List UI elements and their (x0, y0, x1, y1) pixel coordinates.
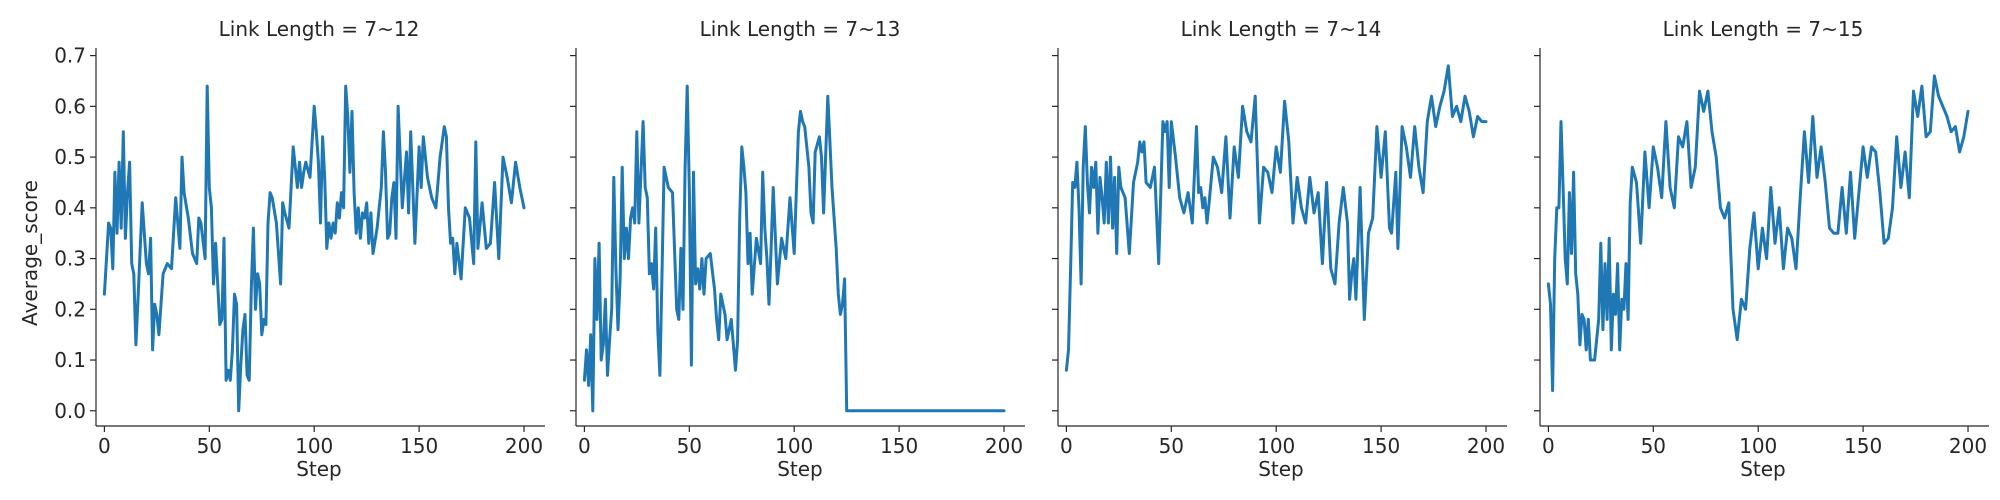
panel-4-x-tick-label: 100 (1739, 434, 1777, 458)
panel-1-x-tick-label: 100 (295, 434, 333, 458)
panel-1-x-tick-label: 50 (197, 434, 222, 458)
panel-2-x-tick-label: 50 (677, 434, 702, 458)
panel-1-y-tick-label: 0.7 (54, 44, 86, 68)
panel-4-xlabel: Step (1740, 457, 1786, 481)
panel-3-x-tick-label: 50 (1159, 434, 1184, 458)
panel-4: Link Length = 7~15 Step 0 50 100 150 200 (1534, 17, 1989, 481)
panel-2-plot: 0 50 100 150 200 (570, 48, 1025, 458)
panel-1-x-tick-label: 200 (505, 434, 543, 458)
panel-3: Link Length = 7~14 Step 0 50 100 150 200 (1052, 17, 1507, 481)
panel-2: Link Length = 7~13 Step 0 50 100 150 200 (570, 17, 1025, 481)
panel-1: Link Length = 7~12 Step Average_score 0 5… (18, 17, 545, 481)
panel-3-plot: 0 50 100 150 200 (1052, 48, 1507, 458)
panel-4-x-tick-label: 0 (1542, 434, 1555, 458)
panel-1-title: Link Length = 7~12 (219, 17, 420, 41)
panel-2-x-tick-label: 100 (775, 434, 813, 458)
panel-1-y-tick-label: 0.6 (54, 94, 86, 118)
panel-2-x-tick-label: 0 (578, 434, 591, 458)
panel-4-series-line (1546, 74, 1970, 392)
panel-3-title: Link Length = 7~14 (1181, 17, 1382, 41)
panel-1-y-tick-label: 0.4 (54, 196, 86, 220)
panel-2-x-tick-label: 150 (880, 434, 918, 458)
panel-1-y-tick-label: 0.0 (54, 399, 86, 423)
panel-1-y-tick-label: 0.1 (54, 348, 86, 372)
panel-3-series-line (1064, 64, 1488, 372)
panel-4-x-tick-label: 200 (1949, 434, 1987, 458)
panel-1-x-tick-label: 150 (400, 434, 438, 458)
panel-3-x-tick-label: 200 (1467, 434, 1505, 458)
panel-4-x-tick-label: 150 (1844, 434, 1882, 458)
panel-3-x-tick-label: 150 (1362, 434, 1400, 458)
panel-4-title: Link Length = 7~15 (1663, 17, 1864, 41)
panel-4-x-tick-label: 50 (1641, 434, 1666, 458)
panel-3-x-tick-label: 100 (1257, 434, 1295, 458)
panel-2-series-line (582, 84, 1006, 413)
panel-1-plot: 0 50 100 150 200 0.0 0.1 0.2 0.3 0.4 0.5 0.6 0.7 (54, 44, 545, 458)
panel-1-y-tick-label: 0.3 (54, 247, 86, 271)
panel-1-y-tick-label: 0.5 (54, 145, 86, 169)
panel-2-xlabel: Step (777, 457, 823, 481)
panel-2-x-tick-label: 200 (985, 434, 1023, 458)
panel-3-xlabel: Step (1258, 457, 1304, 481)
panel-1-xlabel: Step (296, 457, 342, 481)
panel-1-series-line (102, 84, 526, 413)
panel-2-title: Link Length = 7~13 (700, 17, 901, 41)
panel-1-ylabel: Average_score (18, 180, 42, 326)
panel-3-x-tick-label: 0 (1060, 434, 1073, 458)
panel-4-plot: 0 50 100 150 200 (1534, 48, 1989, 458)
panel-1-y-tick-label: 0.2 (54, 297, 86, 321)
panel-1-x-tick-label: 0 (98, 434, 111, 458)
